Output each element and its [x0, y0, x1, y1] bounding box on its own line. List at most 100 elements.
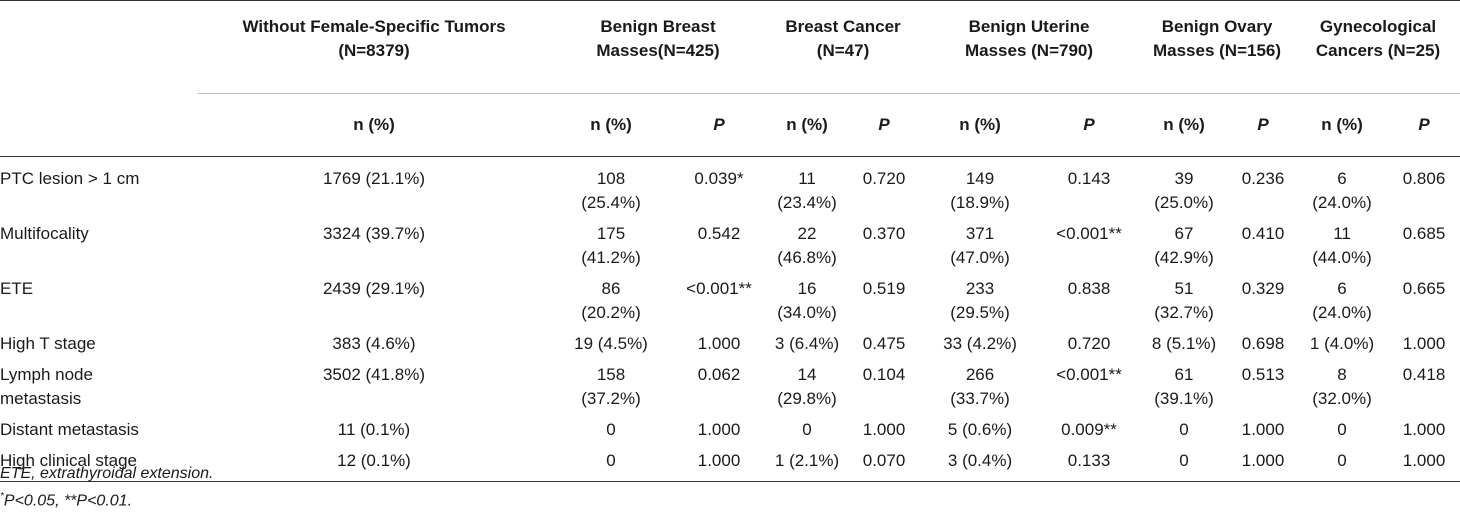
- count-number: 0: [606, 451, 616, 470]
- count-value: 19 (4.5%): [550, 325, 672, 356]
- count-value: 0: [766, 411, 848, 442]
- group-header-benign-breast: Benign Breast Masses(N=425): [550, 0, 767, 94]
- count-number: 158: [596, 365, 626, 384]
- count-number: 16: [797, 279, 817, 298]
- table-row: PTC lesion > 1 cm 1769 (21.1%) 108 (25.4%) 0…: [0, 157, 1460, 216]
- p-value: 0.806: [1402, 169, 1446, 188]
- count-number: 149: [965, 169, 995, 188]
- sub-header-n: n (%): [1296, 93, 1389, 157]
- count-value: 149 (18.9%): [920, 157, 1040, 216]
- sub-header-n: n (%): [1138, 93, 1231, 157]
- count-number: 1 (4.0%): [1309, 334, 1375, 353]
- p-value: 1.000: [1402, 420, 1446, 439]
- p-value: 1.000: [1241, 420, 1285, 439]
- count-number: 6: [1337, 279, 1347, 298]
- count-number: 5 (0.6%): [947, 420, 1013, 439]
- count-value: 11 (44.0%): [1296, 215, 1388, 270]
- p-value: 0.418: [1402, 365, 1446, 384]
- row-label: ETE: [0, 270, 198, 325]
- count-value: 3 (0.4%): [920, 442, 1041, 482]
- row-label-text: Distant metastasis: [0, 420, 139, 439]
- p-value: 0.329: [1241, 279, 1285, 298]
- p-value: 0.070: [848, 442, 921, 482]
- p-value: 0.519: [862, 279, 906, 298]
- sub-header-p: P: [848, 93, 921, 157]
- count-number: 233: [965, 279, 995, 298]
- p-value: <0.001**: [1056, 365, 1122, 384]
- count-number: 8 (5.1%): [1151, 334, 1217, 353]
- group-header-benign-ovary: Benign Ovary Masses (N=156): [1138, 0, 1297, 94]
- reference-value: 2439 (29.1%): [322, 279, 426, 298]
- p-value: 0.236: [1241, 169, 1285, 188]
- count-number: 0: [606, 420, 616, 439]
- count-value: 371 (47.0%): [920, 215, 1040, 270]
- count-percent: (29.5%): [950, 303, 1010, 322]
- count-number: 14: [797, 365, 817, 384]
- count-number: 0: [802, 420, 812, 439]
- count-number: 266: [965, 365, 995, 384]
- sub-header-n: n (%): [920, 93, 1041, 157]
- count-number: 108: [596, 169, 626, 188]
- count-value: 3 (6.4%): [766, 325, 848, 356]
- row-label-text: High T stage: [0, 334, 96, 353]
- count-number: 0: [1337, 451, 1347, 470]
- p-value: 0.039*: [694, 169, 744, 188]
- count-percent: (39.1%): [1154, 389, 1214, 408]
- p-value: 0.104: [862, 365, 906, 384]
- count-percent: (25.4%): [581, 193, 641, 212]
- group-header-benign-uterine: Benign Uterine Masses (N=790): [920, 0, 1139, 94]
- p-value: 0.698: [1241, 334, 1285, 353]
- count-percent: (32.7%): [1154, 303, 1214, 322]
- p-value: 0.513: [1241, 365, 1285, 384]
- p-value: <0.001**: [686, 279, 752, 298]
- table-row: Lymph node metastasis 3502 (41.8%) 158 (37.2…: [0, 356, 1460, 411]
- count-percent: (46.8%): [777, 248, 837, 267]
- sub-header-n: n (%): [198, 93, 550, 157]
- count-number: 3 (0.4%): [947, 451, 1013, 470]
- count-value: 14 (29.8%): [766, 356, 848, 411]
- p-value: 0.009**: [1061, 420, 1117, 439]
- row-label-text: Multifocality: [0, 224, 89, 243]
- count-value: 5 (0.6%): [920, 411, 1040, 442]
- row-label-text: metastasis: [0, 389, 82, 408]
- reference-value: 11 (0.1%): [337, 420, 411, 439]
- count-number: 33 (4.2%): [943, 334, 1017, 353]
- p-value: 1.000: [697, 420, 741, 439]
- row-label: Distant metastasis: [0, 411, 198, 442]
- p-value: 0.133: [1040, 442, 1139, 482]
- p-value: 1.000: [1402, 334, 1446, 353]
- p-value: 0.370: [862, 224, 906, 243]
- count-percent: (34.0%): [777, 303, 837, 322]
- count-value: 16 (34.0%): [766, 270, 848, 325]
- p-value: 0.542: [697, 224, 741, 243]
- row-label: High T stage: [0, 325, 198, 356]
- count-number: 67: [1174, 224, 1194, 243]
- count-value: 0: [1296, 442, 1389, 482]
- group-header-row: Without Female-Specific Tumors (N=8379) B…: [0, 0, 1460, 94]
- sub-header-n: n (%): [550, 93, 672, 157]
- count-value: 51 (32.7%): [1138, 270, 1230, 325]
- p-value: <0.001**: [1056, 224, 1122, 243]
- count-value: 175 (41.2%): [550, 215, 672, 270]
- p-value: 1.000: [1230, 442, 1297, 482]
- row-label: Lymph node metastasis: [0, 356, 198, 411]
- sub-header-p: P: [672, 93, 767, 157]
- count-number: 3 (6.4%): [774, 334, 840, 353]
- count-number: 11: [798, 169, 816, 188]
- count-value: 233 (29.5%): [920, 270, 1040, 325]
- count-number: 0: [1337, 420, 1347, 439]
- count-percent: (24.0%): [1312, 193, 1372, 212]
- p-value: 0.410: [1241, 224, 1285, 243]
- count-number: 61: [1174, 365, 1194, 384]
- p-value: 0.720: [862, 169, 906, 188]
- count-number: 6: [1337, 169, 1347, 188]
- count-number: 19 (4.5%): [574, 334, 648, 353]
- results-table: Without Female-Specific Tumors (N=8379) B…: [0, 0, 1460, 482]
- footnote-abbreviation: ETE, extrathyroidal extension.: [0, 465, 214, 482]
- count-percent: (18.9%): [950, 193, 1010, 212]
- row-label-text: PTC lesion > 1 cm: [0, 169, 140, 188]
- count-percent: (20.2%): [581, 303, 641, 322]
- row-label-text: High clinical stage: [0, 451, 138, 470]
- count-value: 61 (39.1%): [1138, 356, 1230, 411]
- count-number: 371: [965, 224, 995, 243]
